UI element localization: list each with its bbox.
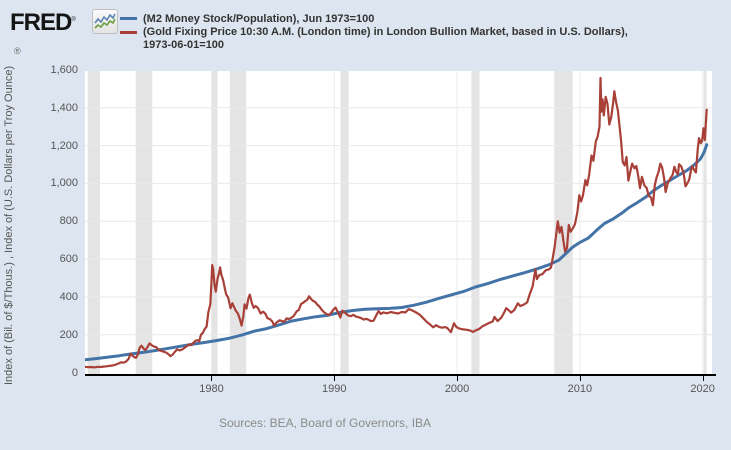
fred-chart-logo-icon (92, 9, 118, 34)
y-tick-label: 400 (59, 290, 78, 303)
x-tick-label: 2000 (444, 383, 470, 395)
y-tick-label: 1,600 (50, 64, 78, 76)
x-tick-label: 1980 (199, 383, 224, 395)
recession-band (703, 71, 707, 375)
recession-band (229, 71, 247, 375)
fred-logo-text: FRED (10, 9, 72, 36)
x-tick-label: 1990 (322, 383, 347, 395)
y-tick-label: 1,400 (50, 101, 78, 114)
fred-logo[interactable]: FRED® (10, 9, 76, 37)
source-attribution: Sources: BEA, Board of Governors, IBA (218, 416, 432, 430)
registered-mark-small: ® (14, 46, 21, 56)
recession-band (87, 71, 100, 375)
y-tick-label: 600 (59, 253, 78, 266)
y-axis-title: Index of (Bil. of $/Thous.) , Index of (… (3, 65, 15, 385)
plot-svg (83, 69, 712, 375)
legend-item-gold: (Gold Fixing Price 10:30 A.M. (London ti… (120, 26, 628, 40)
gold-series-label: (Gold Fixing Price 10:30 A.M. (London ti… (143, 26, 628, 39)
x-axis-line (85, 373, 716, 376)
y-tick-label: 800 (59, 215, 78, 228)
legend-item-m2: (M2 Money Stock/Population), Jun 1973=10… (120, 12, 628, 26)
recession-band (471, 71, 480, 375)
recession-band (211, 71, 218, 375)
gold-line (83, 76, 708, 369)
gold-series-label-continuation: 1973-06-01=100 (143, 39, 225, 51)
x-tickmark (457, 376, 459, 381)
plot-area[interactable] (83, 69, 712, 375)
registered-trademark-icon: ® (71, 17, 76, 23)
y-tick-label: 200 (59, 328, 78, 341)
legend: (M2 Money Stock/Population), Jun 1973=10… (120, 12, 628, 53)
y-tick-label: 1,000 (50, 177, 78, 190)
x-tickmark (702, 376, 704, 381)
recession-band (340, 71, 349, 375)
x-tick-label: 2020 (690, 383, 715, 395)
x-tick-label: 2010 (567, 383, 593, 395)
y-tick-label: 0 (71, 366, 78, 379)
recession-band (554, 71, 573, 375)
x-tickmark (211, 376, 213, 381)
m2-line (83, 143, 709, 362)
m2-series-label: (M2 Money Stock/Population), Jun 1973=10… (143, 12, 375, 25)
y-tick-label: 1,200 (50, 139, 78, 152)
x-tickmark (579, 376, 581, 381)
m2-line-swatch (120, 17, 137, 21)
x-tickmark (334, 376, 336, 381)
gold-line-swatch (120, 30, 137, 34)
recession-band (135, 71, 153, 375)
